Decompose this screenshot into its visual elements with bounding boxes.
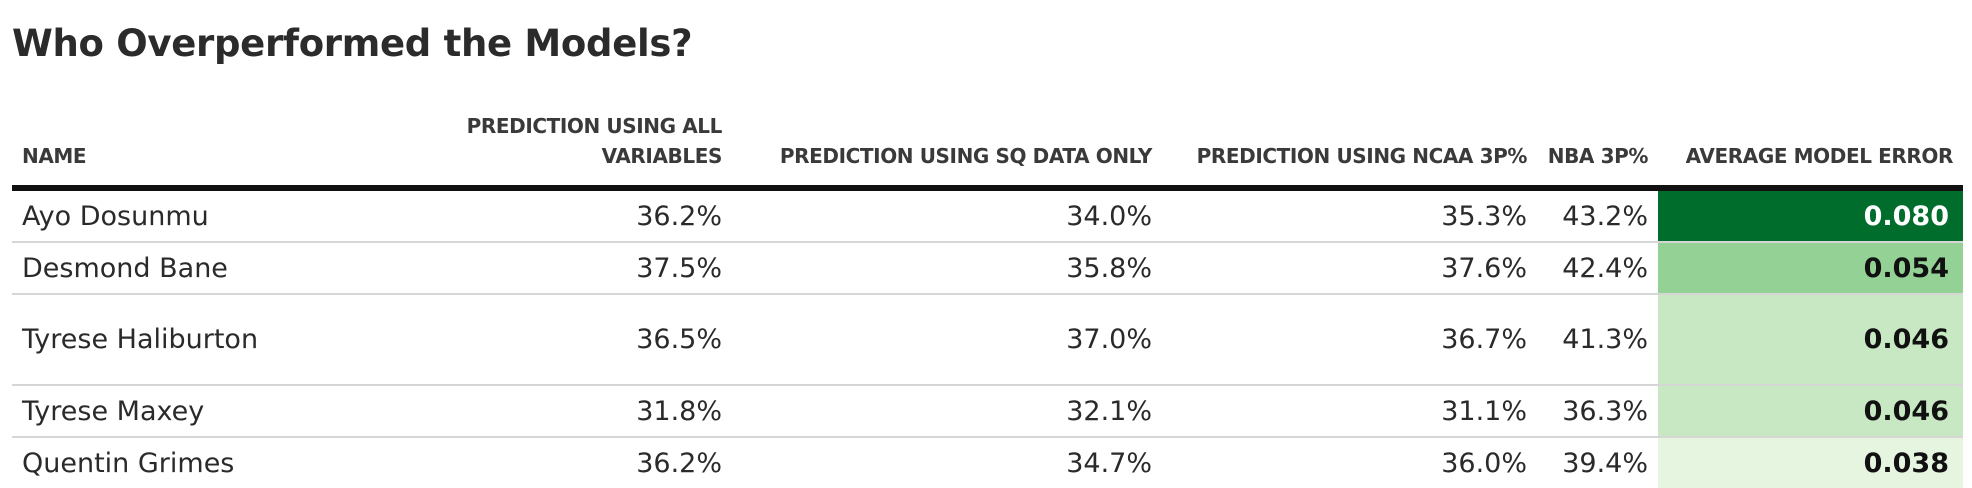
nba-3p-value: 42.4% bbox=[1537, 242, 1658, 295]
nba-3p-value: 41.3% bbox=[1537, 294, 1658, 386]
table-row: Desmond Bane 37.5% 35.8% 37.6% 42.4% 0.0… bbox=[12, 242, 1963, 295]
prediction-all-variables-value: 37.5% bbox=[412, 242, 732, 295]
prediction-sq-data-value: 37.0% bbox=[732, 294, 1162, 386]
player-name: Tyrese Haliburton bbox=[12, 294, 412, 386]
prediction-sq-data-value: 32.1% bbox=[732, 385, 1162, 438]
prediction-all-variables-value: 31.8% bbox=[412, 385, 732, 438]
average-model-error-cell: 0.038 bbox=[1658, 437, 1963, 488]
player-name: Ayo Dosunmu bbox=[12, 188, 412, 243]
prediction-ncaa-3p-value: 35.3% bbox=[1162, 188, 1537, 243]
column-header-name[interactable]: NAME bbox=[12, 88, 412, 191]
column-header-nba-3p[interactable]: NBA 3P% bbox=[1537, 88, 1658, 191]
prediction-ncaa-3p-value: 37.6% bbox=[1162, 242, 1537, 295]
prediction-ncaa-3p-value: 36.7% bbox=[1162, 294, 1537, 386]
prediction-all-variables-value: 36.5% bbox=[412, 294, 732, 386]
table-row: Ayo Dosunmu 36.2% 34.0% 35.3% 43.2% 0.08… bbox=[12, 188, 1963, 243]
average-model-error-cell: 0.054 bbox=[1658, 242, 1963, 295]
prediction-sq-data-value: 34.0% bbox=[732, 188, 1162, 243]
column-header-average-model-error[interactable]: AVERAGE MODEL ERROR bbox=[1658, 88, 1963, 191]
model-performance-table: NAME PREDICTION USING ALL VARIABLES PRED… bbox=[12, 88, 1963, 488]
column-header-prediction-all-variables[interactable]: PREDICTION USING ALL VARIABLES bbox=[412, 88, 732, 191]
player-name: Tyrese Maxey bbox=[12, 385, 412, 438]
player-name: Quentin Grimes bbox=[22, 447, 235, 479]
prediction-all-variables-value: 36.2% bbox=[412, 188, 732, 243]
average-model-error-cell: 0.080 bbox=[1658, 188, 1963, 243]
table-row: Tyrese Haliburton 36.5% 37.0% 36.7% 41.3… bbox=[12, 294, 1963, 386]
prediction-ncaa-3p-value: 31.1% bbox=[1162, 385, 1537, 438]
prediction-all-variables-value: 36.2% bbox=[636, 447, 722, 479]
prediction-sq-data-value: 34.7% bbox=[1066, 447, 1152, 479]
nba-3p-value: 36.3% bbox=[1537, 385, 1658, 438]
chart-title: Who Overperformed the Models? bbox=[12, 22, 693, 65]
player-name: Desmond Bane bbox=[12, 242, 412, 295]
table-row: Quentin Grimes 36.2% 34.7% 36.0% 39.4% 0… bbox=[12, 437, 1963, 488]
table-header-row: NAME PREDICTION USING ALL VARIABLES PRED… bbox=[12, 88, 1963, 191]
prediction-sq-data-value: 35.8% bbox=[732, 242, 1162, 295]
nba-3p-value: 39.4% bbox=[1562, 447, 1648, 479]
average-model-error-cell: 0.046 bbox=[1658, 385, 1963, 438]
prediction-ncaa-3p-value: 36.0% bbox=[1441, 447, 1527, 479]
nba-3p-value: 43.2% bbox=[1537, 188, 1658, 243]
average-model-error-cell: 0.046 bbox=[1658, 294, 1963, 386]
column-header-prediction-ncaa-3p[interactable]: PREDICTION USING NCAA 3P% bbox=[1162, 88, 1537, 191]
column-header-prediction-sq-data[interactable]: PREDICTION USING SQ DATA ONLY bbox=[732, 88, 1162, 191]
table-row: Tyrese Maxey 31.8% 32.1% 31.1% 36.3% 0.0… bbox=[12, 385, 1963, 438]
